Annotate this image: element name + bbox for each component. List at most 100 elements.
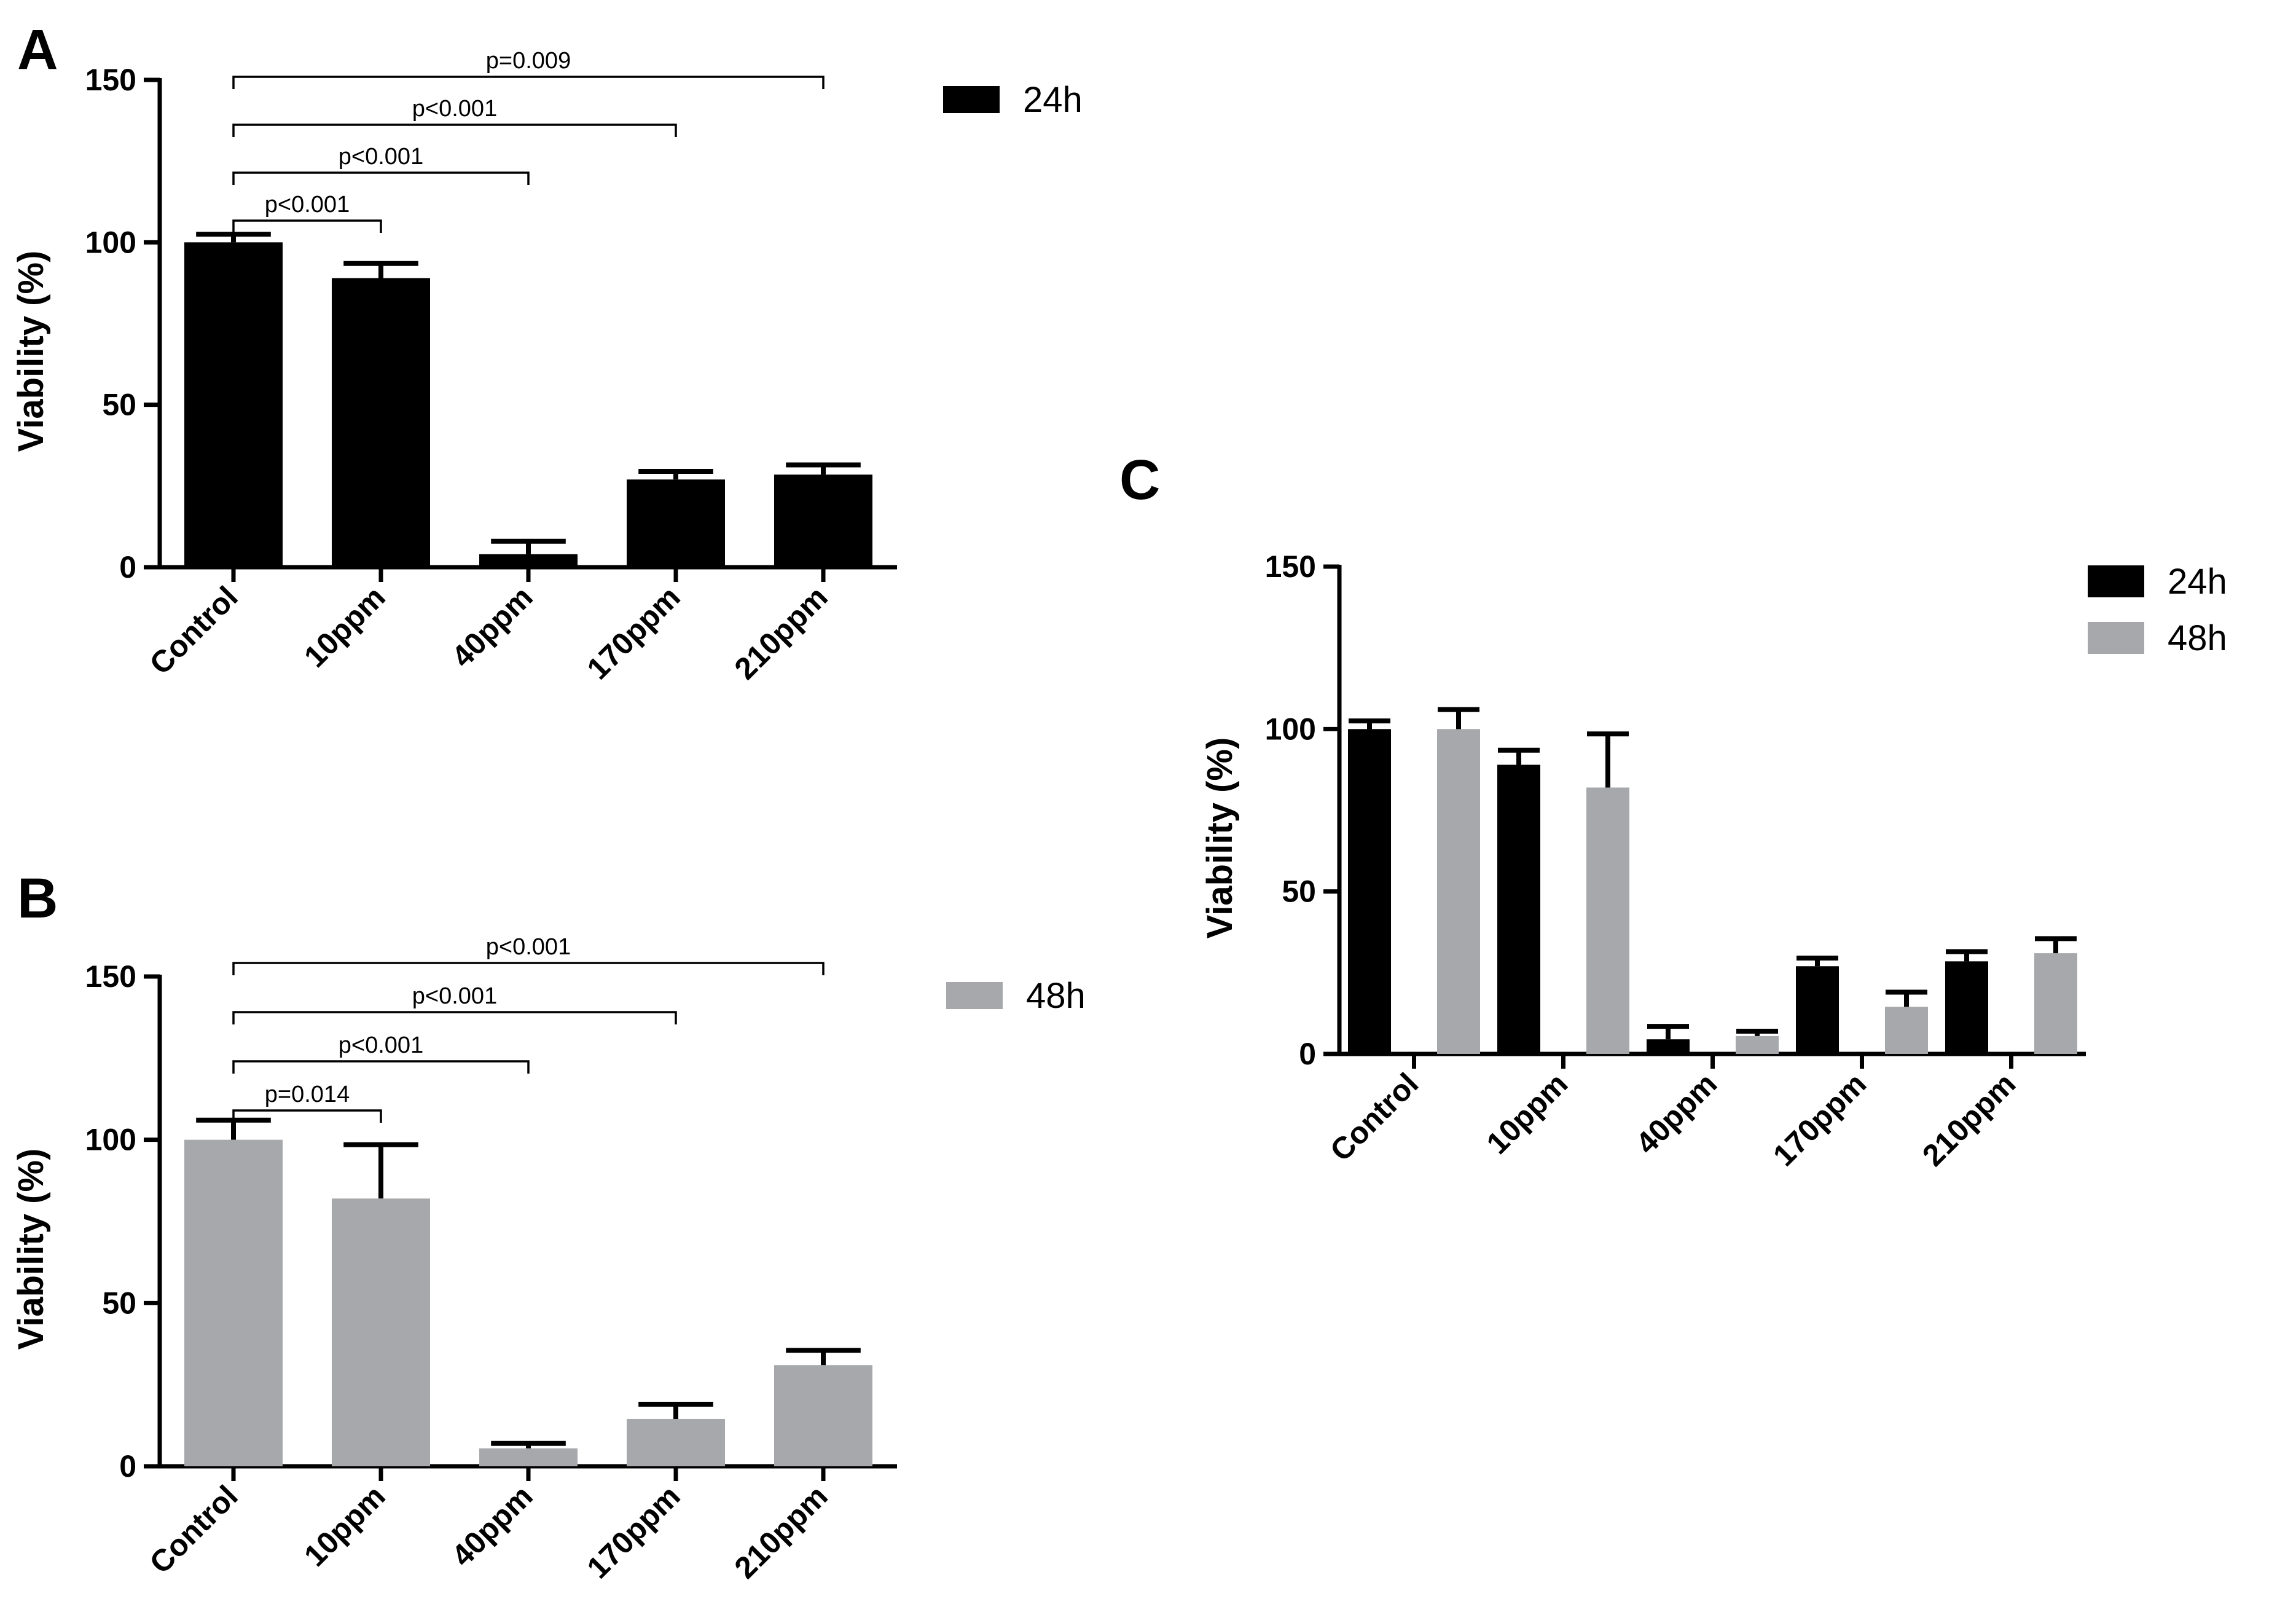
- y-axis-title: Viability (%): [11, 251, 51, 452]
- bar: [184, 1139, 283, 1466]
- x-tick-label: 40ppm: [445, 1479, 539, 1573]
- y-tick-label: 100: [85, 1123, 136, 1157]
- x-tick-label: 210ppm: [728, 1479, 834, 1585]
- panel-c: C 0 50 100 150 Viability (%) Control 10ppm 40ppm…: [1119, 449, 2227, 1173]
- panel-label: B: [17, 867, 58, 930]
- error-bar: [786, 462, 861, 475]
- x-tick-label: 10ppm: [297, 580, 392, 674]
- x-tick-label: 170ppm: [581, 1479, 687, 1585]
- legend-swatch: [2088, 565, 2144, 597]
- bar: [1736, 1035, 1779, 1054]
- error-bar: [1498, 747, 1540, 765]
- error-bar: [1946, 949, 1988, 962]
- bar: [774, 474, 872, 567]
- significance-bracket: [232, 1060, 530, 1074]
- error-bar: [1587, 731, 1629, 788]
- significance-label: p<0.001: [339, 144, 423, 170]
- y-tick-label: 100: [1265, 712, 1316, 746]
- x-tick-label: 10ppm: [297, 1479, 392, 1573]
- legend-label: 48h: [2168, 618, 2227, 658]
- bar: [1497, 764, 1540, 1054]
- x-tick-label: 170ppm: [1766, 1066, 1873, 1173]
- error-bar: [1886, 989, 1927, 1007]
- error-bar: [491, 538, 566, 554]
- x-tick-label: 210ppm: [1916, 1066, 2022, 1173]
- error-bar: [1736, 1028, 1778, 1036]
- panel-label: C: [1119, 449, 1160, 511]
- significance-label: p<0.001: [339, 1032, 423, 1058]
- bar: [479, 1448, 578, 1466]
- significance-bracket: [232, 171, 530, 185]
- x-tick-label: 170ppm: [581, 580, 687, 686]
- error-bar: [343, 261, 418, 278]
- error-bar: [638, 1402, 713, 1419]
- bar: [2034, 953, 2077, 1054]
- y-tick-label: 0: [119, 550, 136, 584]
- significance-label: p<0.001: [412, 96, 497, 122]
- significance-bracket: [232, 219, 382, 233]
- x-tick-label: Control: [143, 580, 245, 681]
- legend-label: 24h: [2168, 562, 2227, 602]
- y-tick-label: 150: [1265, 549, 1316, 584]
- legend-label: 24h: [1023, 80, 1083, 120]
- x-tick-label: Control: [143, 1479, 245, 1580]
- bar: [1885, 1007, 1928, 1054]
- error-bar: [491, 1440, 566, 1448]
- significance-label: p<0.001: [265, 192, 350, 218]
- error-bar: [638, 469, 713, 480]
- x-tick-label: 40ppm: [445, 580, 539, 674]
- legend-swatch: [946, 982, 1003, 1009]
- y-axis-title: Viability (%): [11, 1149, 51, 1350]
- error-bar: [2035, 936, 2077, 954]
- y-tick-label: 150: [85, 959, 136, 994]
- significance-label: p=0.014: [265, 1082, 350, 1107]
- error-bar: [196, 1117, 271, 1140]
- x-tick-label: 210ppm: [728, 580, 834, 686]
- error-bar: [1438, 707, 1479, 729]
- legend-swatch: [943, 86, 1000, 113]
- bar: [332, 278, 430, 567]
- bar: [1647, 1039, 1690, 1054]
- legend-label: 48h: [1026, 976, 1086, 1016]
- bar: [1586, 787, 1629, 1054]
- significance-label: p<0.001: [486, 934, 571, 960]
- error-bar: [1349, 718, 1390, 729]
- significance-label: p=0.009: [486, 48, 571, 74]
- bar: [1945, 961, 1988, 1054]
- significance-bracket: [232, 124, 677, 137]
- error-bar: [1647, 1024, 1689, 1040]
- error-bar: [196, 232, 271, 243]
- bar: [774, 1365, 872, 1466]
- bar: [627, 479, 725, 567]
- y-tick-label: 0: [119, 1449, 136, 1483]
- bar: [1348, 729, 1391, 1054]
- significance-bracket: [232, 76, 825, 89]
- significance-bracket: [232, 1011, 677, 1024]
- y-axis-title: Viability (%): [1200, 737, 1240, 939]
- bar: [184, 242, 283, 567]
- error-bar: [786, 1348, 861, 1366]
- panel-a: A 0 50 100 150 Viability (%) Control 10ppm 40ppm…: [11, 18, 1083, 686]
- y-tick-label: 50: [102, 1286, 136, 1320]
- y-tick-label: 50: [102, 388, 136, 422]
- y-tick-label: 0: [1299, 1037, 1316, 1071]
- y-tick-label: 100: [85, 225, 136, 259]
- y-tick-label: 50: [1282, 874, 1316, 909]
- error-bar: [343, 1142, 418, 1199]
- panel-label: A: [17, 18, 58, 81]
- bar: [1796, 966, 1839, 1054]
- bar: [1437, 729, 1480, 1054]
- bar: [479, 554, 578, 567]
- x-tick-label: 40ppm: [1629, 1066, 1724, 1161]
- bar: [332, 1198, 430, 1466]
- significance-bracket: [232, 1109, 382, 1123]
- error-bar: [1796, 956, 1838, 967]
- y-tick-label: 150: [85, 63, 136, 97]
- legend-swatch: [2088, 622, 2144, 654]
- significance-bracket: [232, 962, 825, 975]
- panel-b: B 0 50 100 150 Viability (%) Control 10ppm 40ppm…: [11, 867, 1086, 1585]
- bar: [627, 1418, 725, 1466]
- x-tick-label: Control: [1323, 1066, 1425, 1168]
- significance-label: p<0.001: [412, 983, 497, 1009]
